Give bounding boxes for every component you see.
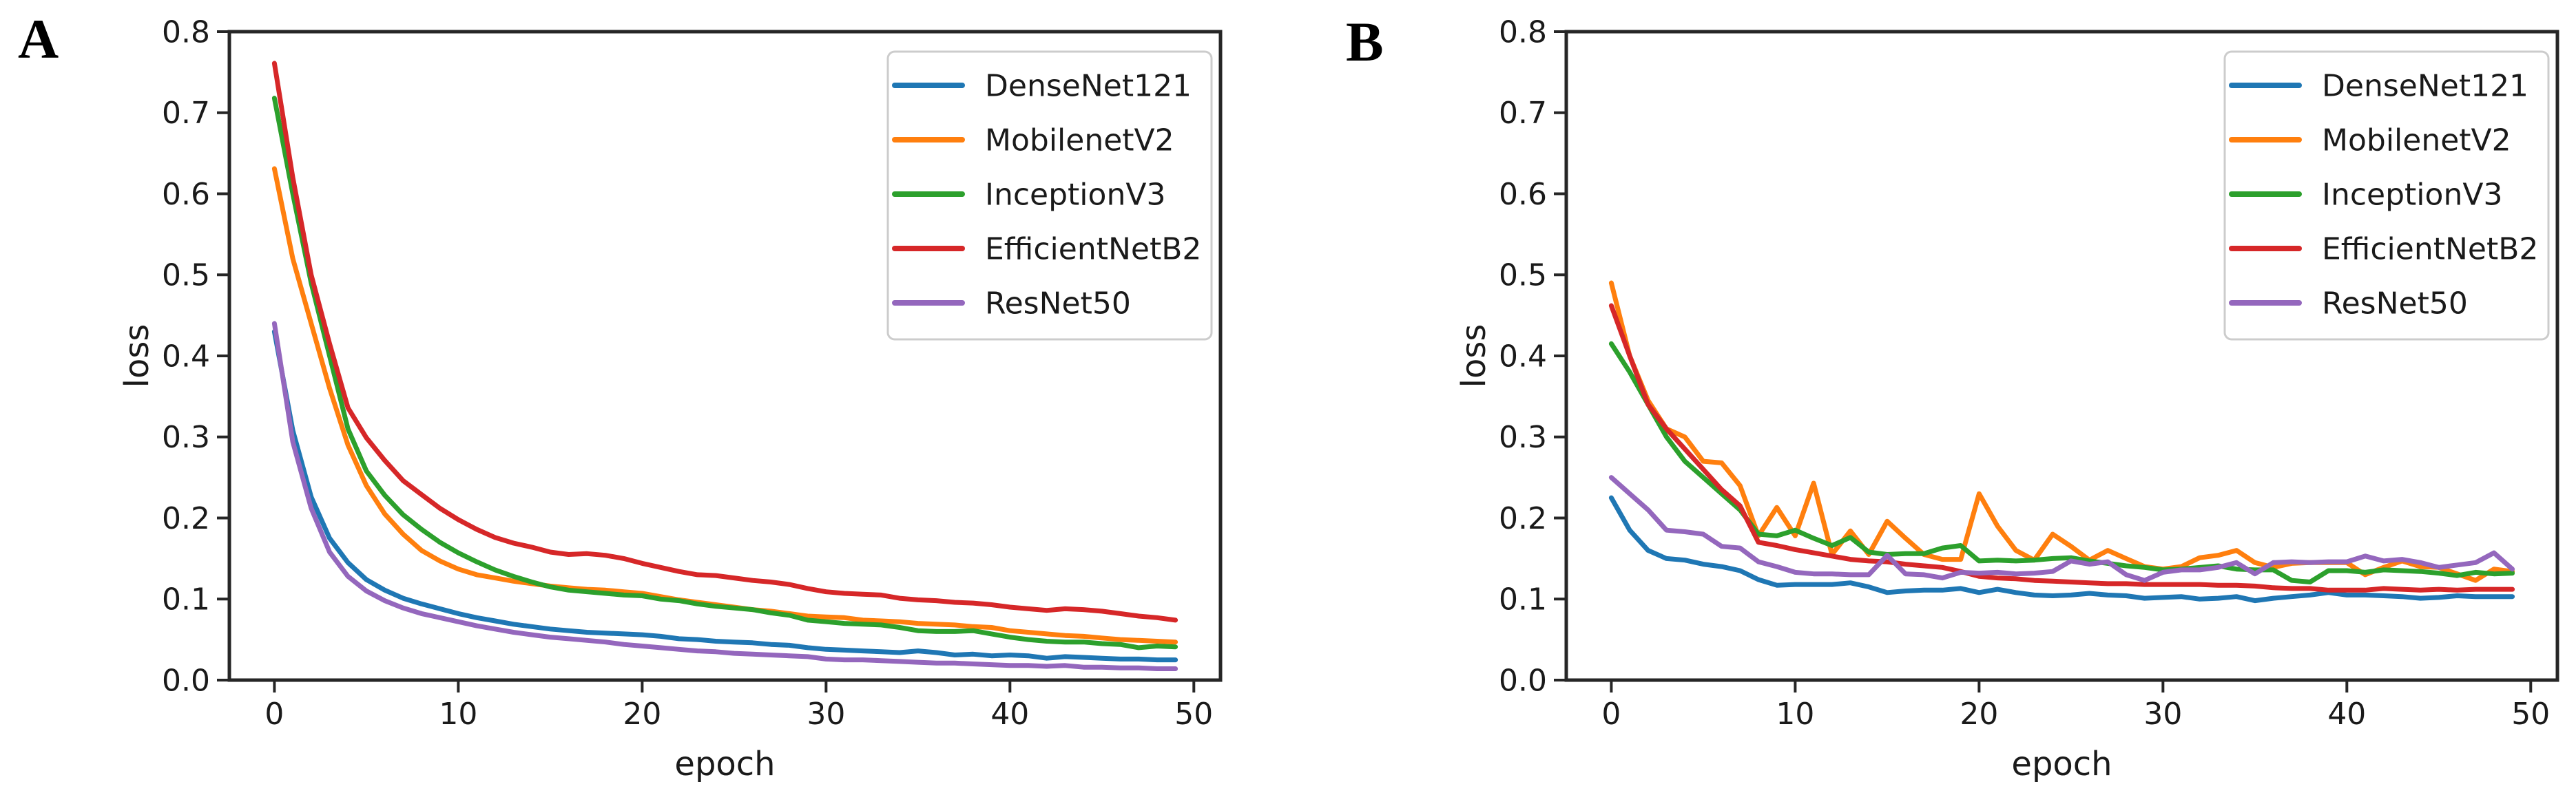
legend-box [2223,50,2550,341]
x-tick-label: 40 [2327,697,2366,732]
y-axis: 0.0 0.1 0.2 0.3 0.4 0.5 0.6 0.7 0.8 [162,14,229,698]
x-tick-label: 0 [1601,697,1621,732]
legend-label: InceptionV3 [2322,177,2502,212]
series-line-resnet50 [1608,475,2515,583]
y-tick-label: 0.2 [1499,501,1547,536]
series-line-densenet121 [271,329,1178,663]
y-tick-label: 0.4 [1499,339,1547,374]
legend-label: ResNet50 [2322,286,2468,321]
legend: DenseNet121 MobilenetV2 InceptionV3 Efficie… [886,50,1213,341]
series-line-densenet121 [1608,495,2515,604]
y-tick-label: 0.3 [162,420,210,455]
y-tick-label: 0.5 [1499,258,1547,293]
x-tick-label: 30 [807,697,845,732]
x-axis-label: epoch [674,745,775,783]
x-tick-label: 20 [1960,697,1998,732]
x-tick-label: 50 [1174,697,1213,732]
plot-spines [227,30,1223,682]
y-tick-label: 0.0 [1499,663,1547,698]
series-line-efficientnetb2 [271,61,1178,623]
y-tick-label: 0.4 [162,339,210,374]
x-tick-label: 50 [2511,697,2550,732]
legend-label: ResNet50 [985,286,1131,321]
y-tick-label: 0.0 [162,663,210,698]
y-tick-label: 0.7 [1499,96,1547,131]
legend-label: DenseNet121 [985,68,1192,103]
y-tick-label: 0.8 [162,14,210,50]
plot-spines [1564,30,2559,682]
y-tick-label: 0.3 [1499,420,1547,455]
series-line-efficientnetb2 [1608,303,2515,593]
x-tick-label: 10 [1776,697,1814,732]
legend-label: EfficientNetB2 [985,231,1201,266]
panel-label-b: B [1346,10,1384,73]
plot-lines [271,61,1178,671]
panel-label-a: A [18,8,59,70]
y-tick-label: 0.1 [1499,582,1547,617]
chart-root: 0 10 20 30 40 50 0.0 0.1 0.2 0.3 0.4 0.5 0.6 0.7 0.8 ep… [1455,14,2559,783]
legend-label: InceptionV3 [985,177,1165,212]
y-tick-label: 0.8 [1499,14,1547,50]
x-axis: 0 10 20 30 40 50 [1601,680,2550,732]
y-axis-label: loss [118,324,156,388]
x-axis: 0 10 20 30 40 50 [264,680,1213,732]
y-tick-label: 0.7 [162,96,210,131]
x-tick-label: 20 [623,697,661,732]
x-tick-label: 0 [264,697,284,732]
plot-lines [1608,280,2515,604]
legend: DenseNet121 MobilenetV2 InceptionV3 Efficie… [2223,50,2550,341]
chart-root: 0 10 20 30 40 50 0.0 0.1 0.2 0.3 0.4 0.5 0.6 0.7 0.8 ep… [118,14,1223,783]
series-line-inceptionv3 [1608,341,2515,584]
series-line-inceptionv3 [271,96,1178,651]
y-tick-label: 0.2 [162,501,210,536]
legend-box [886,50,1213,341]
x-tick-label: 40 [990,697,1029,732]
series-line-resnet50 [271,321,1178,671]
y-tick-label: 0.6 [1499,177,1547,212]
legend-label: DenseNet121 [2322,68,2528,103]
x-axis-label: epoch [2011,745,2112,783]
y-axis-label: loss [1455,324,1493,388]
y-tick-label: 0.1 [162,582,210,617]
x-tick-label: 10 [439,697,477,732]
legend-label: EfficientNetB2 [2322,231,2538,266]
y-tick-label: 0.6 [162,177,210,212]
y-axis: 0.0 0.1 0.2 0.3 0.4 0.5 0.6 0.7 0.8 [1499,14,1566,698]
x-tick-label: 30 [2143,697,2182,732]
y-tick-label: 0.5 [162,258,210,293]
legend-label: MobilenetV2 [2322,123,2511,158]
legend-label: MobilenetV2 [985,123,1174,158]
